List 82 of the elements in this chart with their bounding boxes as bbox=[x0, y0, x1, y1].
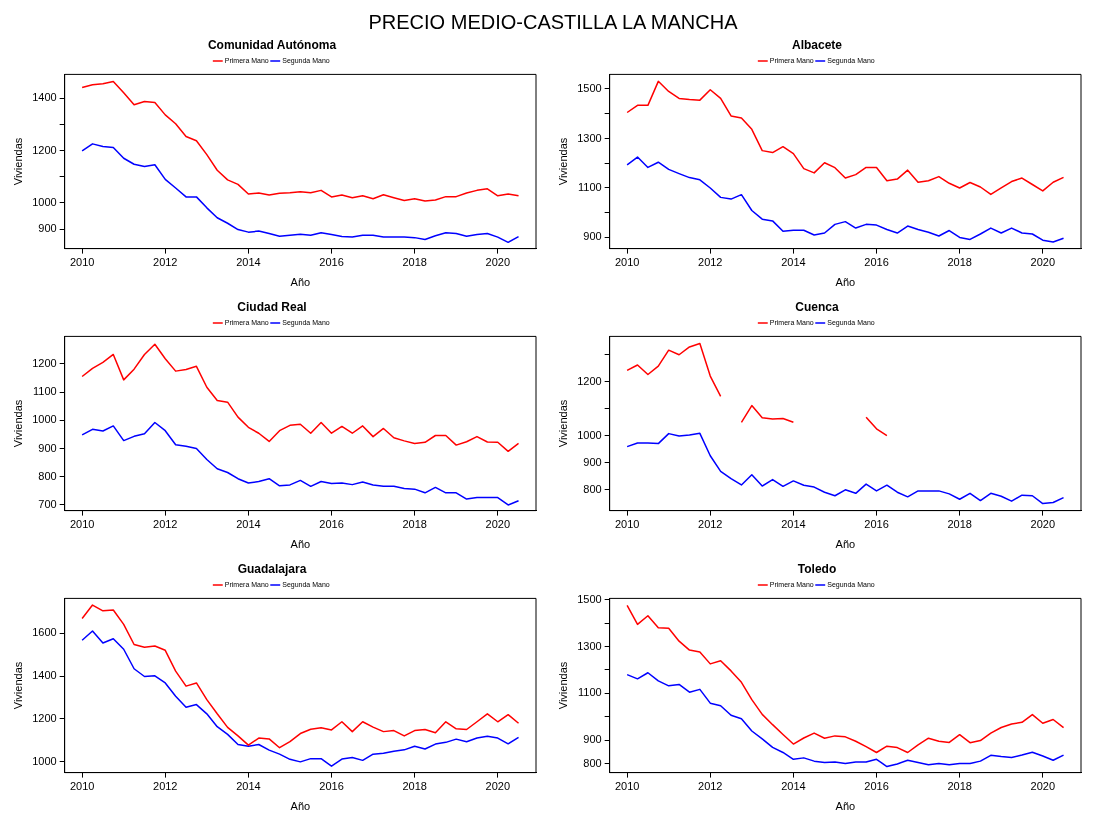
y-tick-label: 1200 bbox=[32, 712, 57, 724]
x-tick-label: 2020 bbox=[1030, 780, 1055, 793]
x-tick-label: 2010 bbox=[69, 518, 95, 531]
y-tick-label: 1300 bbox=[577, 639, 602, 652]
y-axis-title: Viviendas bbox=[11, 137, 24, 186]
y-tick-label: 1200 bbox=[32, 143, 57, 156]
x-axis-title: Año bbox=[290, 800, 311, 813]
x-tick-label: 2012 bbox=[153, 780, 178, 793]
x-axis-title: Año bbox=[835, 276, 856, 289]
x-tick-label: 2016 bbox=[864, 256, 889, 269]
y-tick-label: 1100 bbox=[578, 686, 602, 699]
chart-title: Albacete bbox=[791, 37, 843, 52]
y-tick-label: 1000 bbox=[577, 428, 602, 441]
y-tick-label: 900 bbox=[583, 733, 602, 746]
y-tick-label: 1500 bbox=[577, 82, 602, 95]
y-tick-label: 900 bbox=[38, 441, 57, 454]
x-tick-label: 2014 bbox=[781, 518, 806, 531]
y-tick-label: 900 bbox=[583, 455, 602, 468]
text: PRECIO MEDIO-CASTILLA LA MANCHA bbox=[367, 10, 739, 35]
x-tick-label: 2018 bbox=[402, 780, 427, 793]
x-tick-label: 2010 bbox=[614, 780, 640, 793]
y-tick-label: 1400 bbox=[32, 91, 57, 104]
y-tick-label: 1200 bbox=[32, 356, 57, 369]
y-tick-label: 1400 bbox=[32, 669, 57, 682]
x-tick-label: 2018 bbox=[402, 518, 427, 531]
x-tick-label: 2010 bbox=[614, 256, 640, 269]
x-tick-label: 2010 bbox=[614, 518, 640, 531]
x-tick-label: 2020 bbox=[485, 256, 510, 269]
y-axis-title: Viviendas bbox=[11, 661, 24, 710]
y-tick-label: 800 bbox=[583, 482, 602, 495]
x-tick-label: 2012 bbox=[698, 256, 723, 269]
x-tick-label: 2020 bbox=[485, 518, 510, 531]
x-tick-label: 2012 bbox=[698, 518, 723, 531]
x-tick-label: 2010 bbox=[69, 780, 95, 793]
x-tick-label: 2016 bbox=[319, 256, 344, 269]
x-tick-label: 2016 bbox=[864, 518, 889, 531]
y-tick-label: 1000 bbox=[32, 413, 57, 426]
y-tick-label: 1500 bbox=[577, 592, 602, 605]
chart-title: Toledo bbox=[797, 561, 837, 576]
y-tick-label: 1000 bbox=[32, 195, 57, 208]
chart-title: Comunidad Autónoma bbox=[207, 37, 337, 52]
y-tick-label: 900 bbox=[38, 222, 57, 235]
y-axis-title: Viviendas bbox=[556, 399, 569, 448]
x-tick-label: 2014 bbox=[236, 518, 261, 531]
chart-title: Guadalajara bbox=[237, 561, 307, 576]
y-tick-label: 700 bbox=[38, 497, 57, 510]
x-tick-label: 2018 bbox=[947, 256, 972, 269]
x-tick-label: 2018 bbox=[402, 256, 427, 269]
y-axis-title: Viviendas bbox=[556, 661, 569, 710]
y-tick-label: 1600 bbox=[32, 626, 57, 639]
y-tick-label: 900 bbox=[583, 230, 602, 243]
y-tick-label: 1100 bbox=[33, 385, 57, 398]
chart-title: Ciudad Real bbox=[237, 299, 307, 314]
chart-title: Cuenca bbox=[795, 299, 839, 314]
x-tick-label: 2014 bbox=[236, 256, 261, 269]
y-tick-label: 800 bbox=[38, 469, 57, 482]
x-tick-label: 2016 bbox=[864, 780, 889, 793]
y-tick-label: 800 bbox=[583, 756, 602, 769]
x-tick-label: 2020 bbox=[1030, 518, 1055, 531]
x-tick-label: 2010 bbox=[69, 256, 95, 269]
x-tick-label: 2014 bbox=[781, 256, 806, 269]
x-tick-label: 2020 bbox=[485, 780, 510, 793]
x-tick-label: 2016 bbox=[319, 518, 344, 531]
y-axis-title: Viviendas bbox=[556, 137, 569, 186]
y-tick-label: 1100 bbox=[578, 181, 602, 194]
x-tick-label: 2012 bbox=[153, 256, 178, 269]
x-axis-title: Año bbox=[290, 276, 311, 289]
x-tick-label: 2014 bbox=[236, 780, 261, 793]
x-tick-label: 2020 bbox=[1030, 256, 1055, 269]
x-axis-title: Año bbox=[835, 800, 856, 813]
x-tick-label: 2012 bbox=[153, 518, 178, 531]
y-tick-label: 1200 bbox=[577, 374, 602, 387]
x-axis-title: Año bbox=[835, 538, 856, 551]
x-tick-label: 2014 bbox=[781, 780, 806, 793]
x-tick-label: 2018 bbox=[947, 780, 972, 793]
x-axis-title: Año bbox=[290, 538, 311, 551]
x-tick-label: 2012 bbox=[698, 780, 723, 793]
x-tick-label: 2018 bbox=[947, 518, 972, 531]
y-tick-label: 1000 bbox=[32, 754, 57, 767]
y-axis-title: Viviendas bbox=[11, 399, 24, 448]
x-tick-label: 2016 bbox=[319, 780, 344, 793]
y-tick-label: 1300 bbox=[577, 131, 602, 144]
